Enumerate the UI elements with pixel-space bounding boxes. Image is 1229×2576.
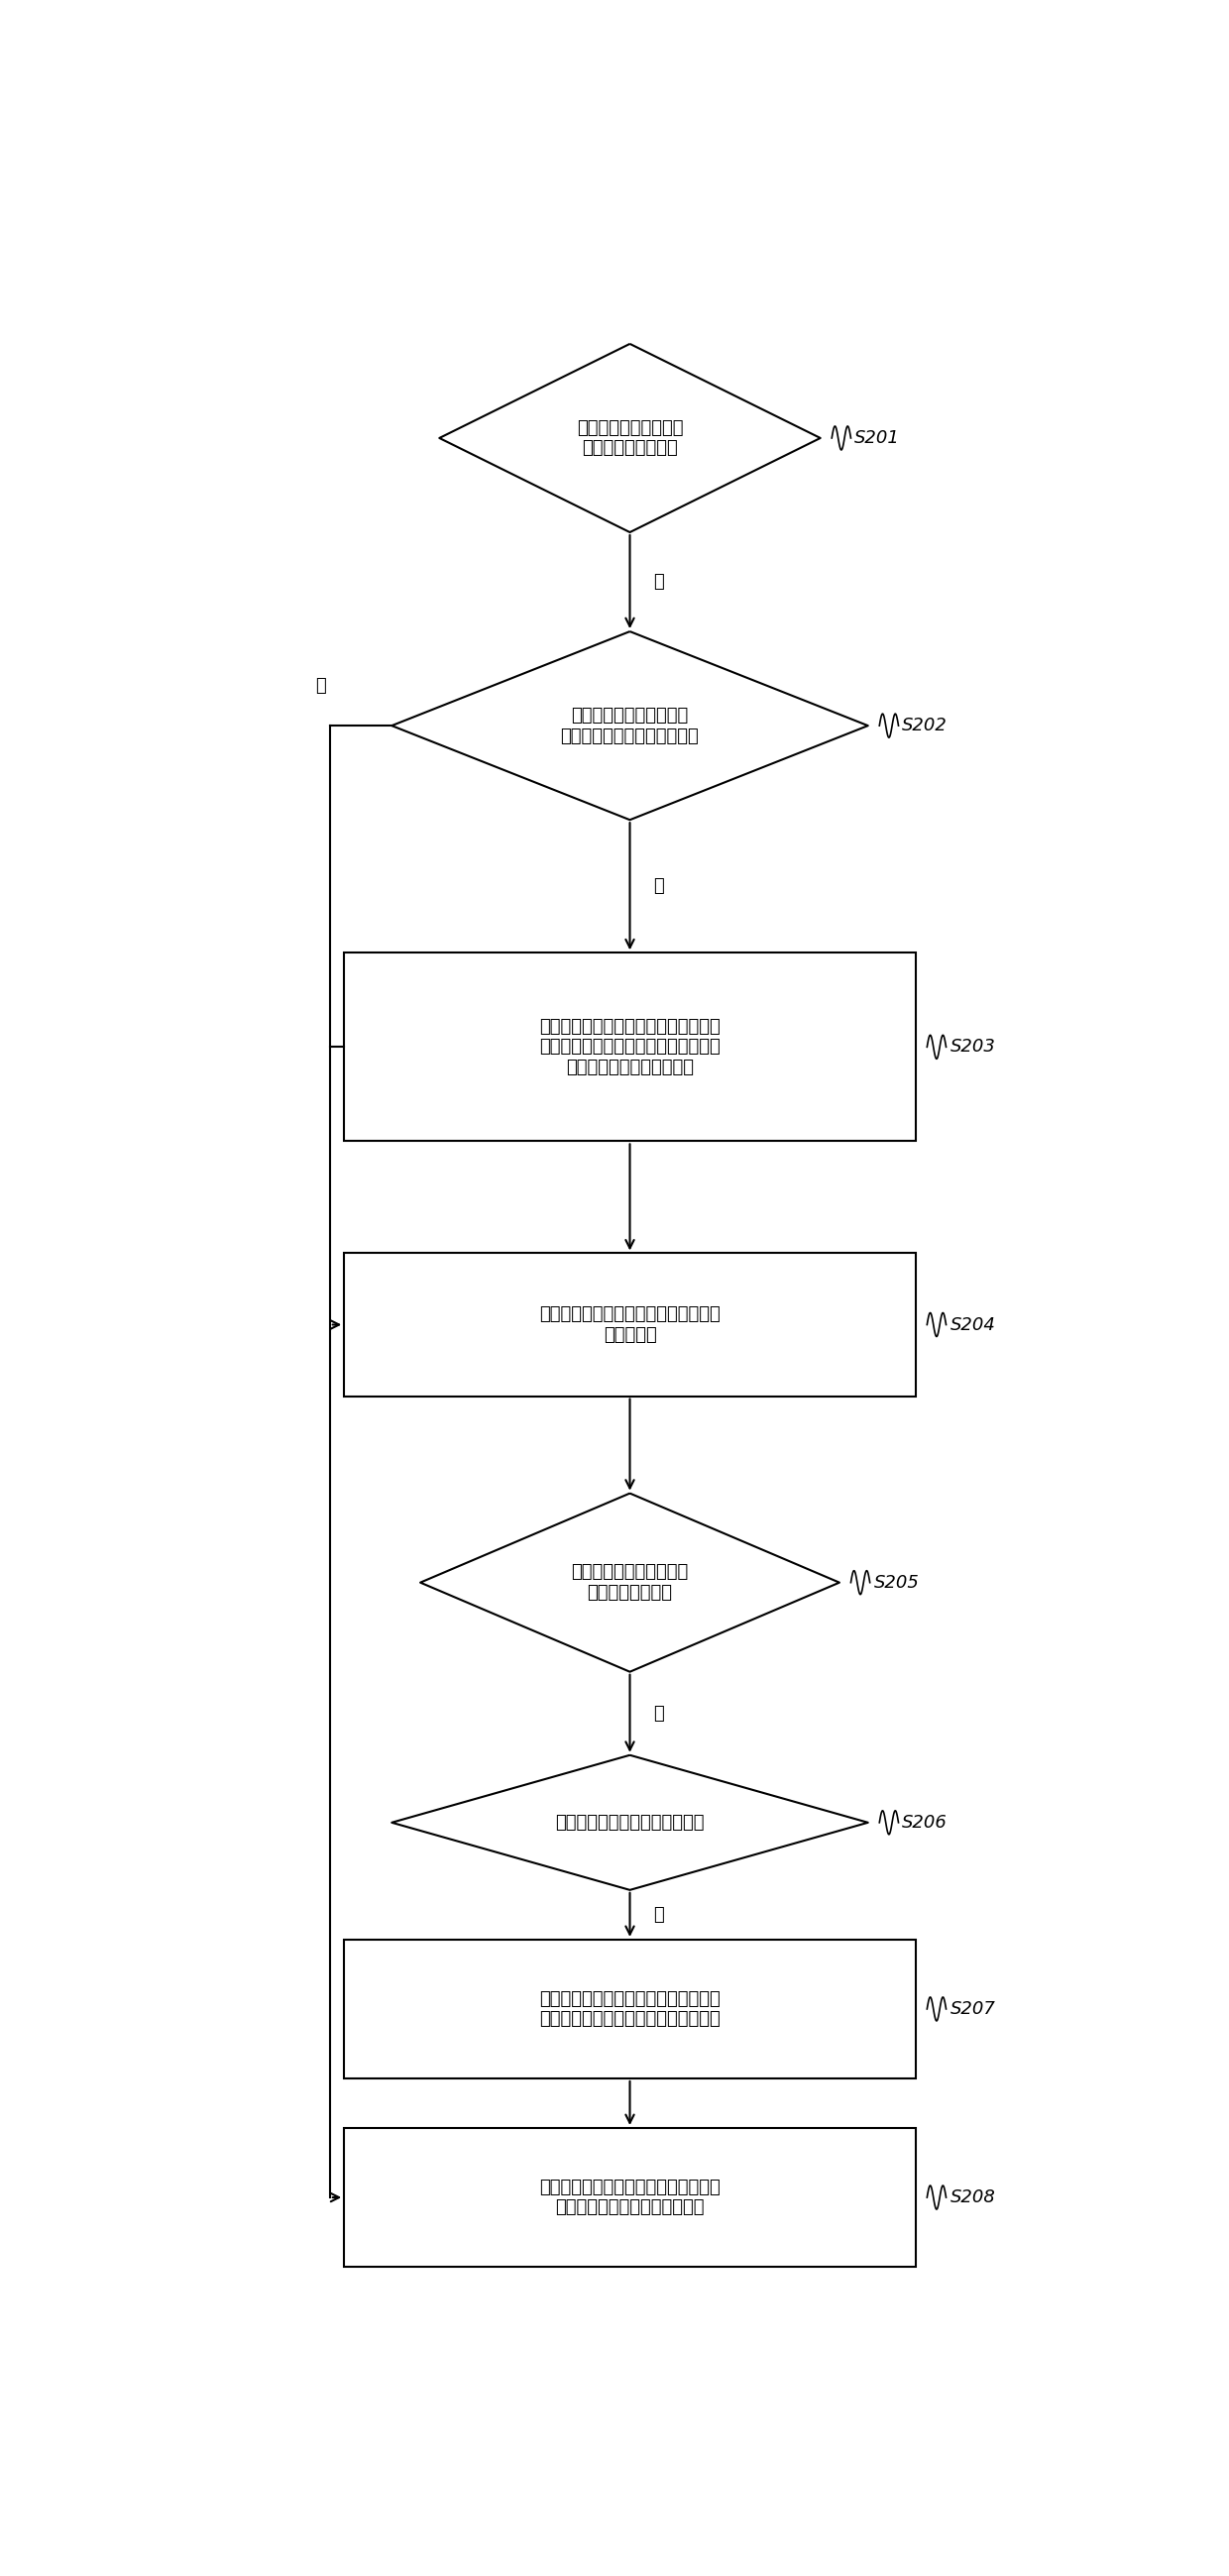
Bar bbox=[344, 1940, 916, 2079]
Text: S201: S201 bbox=[854, 430, 900, 448]
Text: 是: 是 bbox=[653, 1705, 664, 1723]
Text: S203: S203 bbox=[950, 1038, 995, 1056]
Bar bbox=[344, 953, 916, 1141]
Text: 判断是否接收到客户端
发送的文件删除请求: 判断是否接收到客户端 发送的文件删除请求 bbox=[576, 420, 683, 459]
Bar bbox=[344, 1255, 916, 1396]
Text: 向客户端返回文件删除成功信息，以使
客户端发送下一个文件删除请求: 向客户端返回文件删除成功信息，以使 客户端发送下一个文件删除请求 bbox=[540, 2179, 720, 2218]
Text: S208: S208 bbox=[950, 2190, 995, 2208]
Text: 是: 是 bbox=[653, 1906, 664, 1924]
Text: 判断对象存储服务器是否
完成当前删除请求: 判断对象存储服务器是否 完成当前删除请求 bbox=[571, 1564, 688, 1602]
Text: 否: 否 bbox=[653, 878, 664, 896]
Text: S205: S205 bbox=[874, 1574, 919, 1592]
Text: 判断延迟删除等待队列是否为空: 判断延迟删除等待队列是否为空 bbox=[556, 1814, 704, 1832]
Bar bbox=[344, 2128, 916, 2267]
Text: 是: 是 bbox=[315, 677, 326, 696]
Text: 判断游离目录的磁盘空间
占用值是否超过预设缓存阈值: 判断游离目录的磁盘空间 占用值是否超过预设缓存阈值 bbox=[560, 706, 699, 744]
Text: S202: S202 bbox=[902, 716, 948, 734]
Text: 将文件删除请求排入预先建立的延迟删
除等待队列: 将文件删除请求排入预先建立的延迟删 除等待队列 bbox=[540, 1306, 720, 1345]
Text: S204: S204 bbox=[950, 1316, 995, 1334]
Text: S206: S206 bbox=[902, 1814, 948, 1832]
Text: S207: S207 bbox=[950, 1999, 995, 2017]
Text: 从延迟删除等待队列中唤醒文件删除请
求，以使对象服务器执行文件删除操作: 从延迟删除等待队列中唤醒文件删除请 求，以使对象服务器执行文件删除操作 bbox=[540, 1989, 720, 2027]
Text: 是: 是 bbox=[653, 572, 664, 590]
Text: 将文件删除请求对应的待删除文件的元
数据挂载至游离目录中，以等待对象存
储服务器进行异步删除处理: 将文件删除请求对应的待删除文件的元 数据挂载至游离目录中，以等待对象存 储服务器… bbox=[540, 1018, 720, 1077]
